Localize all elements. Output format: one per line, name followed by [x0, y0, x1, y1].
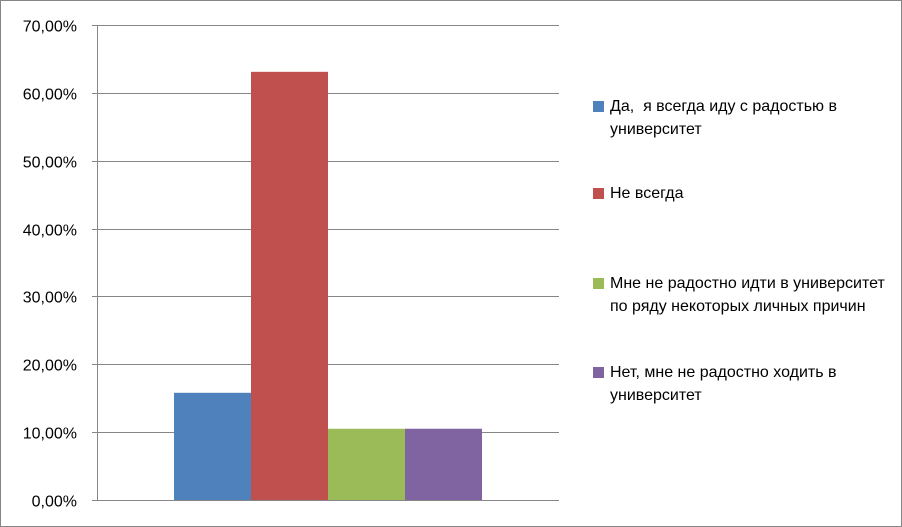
legend-item-yes: Да, я всегда иду с радостью в университе… — [593, 95, 893, 141]
legend-label-yes: Да, я всегда иду с радостью в университе… — [610, 98, 842, 138]
y-tick-label: 0,00% — [32, 494, 77, 511]
y-tick-label: 20,00% — [23, 358, 77, 375]
legend-label-no: Нет, мне не радостно ходить в университе… — [610, 364, 841, 404]
y-tick-labels: 0,00% 10,00% 20,00% 30,00% 40,00% 50,00% 60,00… — [23, 19, 77, 511]
axes — [92, 25, 559, 501]
bar-2 — [251, 71, 328, 501]
legend-swatch-not-always — [593, 188, 604, 199]
bar-4 — [405, 428, 482, 500]
bars — [174, 71, 482, 501]
legend-swatch-personal-reasons — [593, 278, 604, 289]
legend-swatch-no — [593, 367, 604, 378]
bar-1 — [174, 392, 251, 500]
bar-3 — [328, 428, 405, 500]
y-tick-label: 30,00% — [23, 290, 77, 307]
y-tick-label: 40,00% — [23, 223, 77, 240]
y-tick-label: 10,00% — [23, 426, 77, 443]
y-tick-label: 50,00% — [23, 155, 77, 172]
y-tick-label: 70,00% — [23, 19, 77, 36]
legend-swatch-yes — [593, 101, 604, 112]
y-tick-label: 60,00% — [23, 87, 77, 104]
legend-item-no: Нет, мне не радостно ходить в университе… — [593, 361, 893, 407]
legend-label-personal-reasons: Мне не радостно идти в университет по ря… — [610, 275, 890, 315]
legend-item-personal-reasons: Мне не радостно идти в университет по ря… — [593, 272, 893, 318]
legend-item-not-always: Не всегда — [593, 182, 893, 205]
legend-label-not-always: Не всегда — [610, 185, 684, 202]
